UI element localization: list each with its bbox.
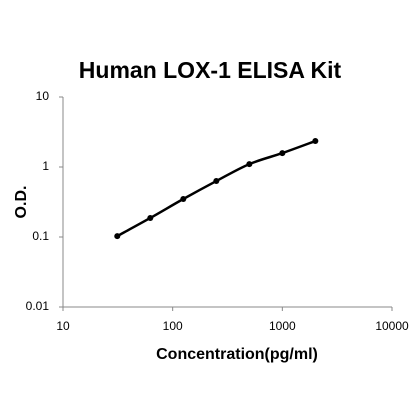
y-tick-label: 0.01 <box>26 299 50 313</box>
x-tick-label: 10 <box>56 319 70 333</box>
y-tick-label: 1 <box>42 159 49 173</box>
y-axis-title: O.D. <box>13 186 30 219</box>
data-point <box>147 214 154 221</box>
y-tick-label: 10 <box>36 89 50 103</box>
data-point <box>180 196 187 203</box>
chart-title: Human LOX-1 ELISA Kit <box>79 57 342 83</box>
x-tick-label: 1000 <box>269 319 296 333</box>
data-point <box>114 233 121 240</box>
data-point <box>279 150 286 157</box>
data-point <box>246 161 253 168</box>
x-tick-label: 100 <box>163 319 183 333</box>
x-axis-title: Concentration(pg/ml) <box>156 346 318 363</box>
x-tick-label: 10000 <box>375 319 409 333</box>
data-point <box>312 138 319 145</box>
data-line <box>116 139 316 238</box>
y-tick-label: 0.1 <box>32 229 49 243</box>
data-point <box>213 178 220 185</box>
